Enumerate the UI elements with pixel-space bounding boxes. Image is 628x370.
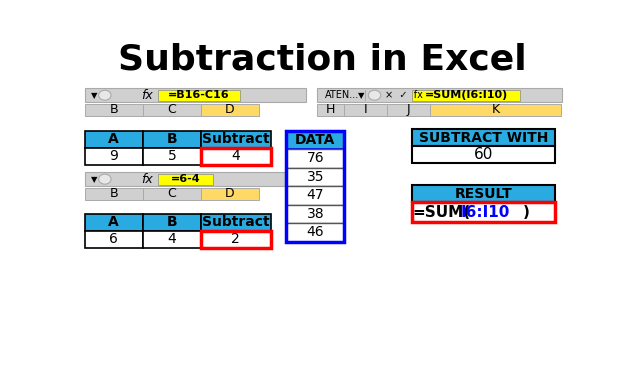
Text: K: K <box>491 103 499 116</box>
Bar <box>286 186 344 205</box>
Text: RESULT: RESULT <box>455 187 512 201</box>
Text: 9: 9 <box>109 149 118 163</box>
Ellipse shape <box>99 90 111 100</box>
Bar <box>317 104 344 116</box>
Bar <box>412 129 555 146</box>
Bar <box>85 131 143 148</box>
Bar <box>365 90 366 101</box>
Text: B: B <box>109 187 118 200</box>
Text: D: D <box>225 187 235 200</box>
Text: B: B <box>109 103 118 116</box>
Text: ▼: ▼ <box>91 175 97 184</box>
Bar <box>158 90 240 101</box>
Text: 60: 60 <box>474 147 493 162</box>
Text: 4: 4 <box>168 232 176 246</box>
Bar <box>412 90 520 101</box>
Text: C: C <box>168 187 176 200</box>
Text: =SUM(I6:I10): =SUM(I6:I10) <box>425 90 507 100</box>
Bar <box>143 148 201 165</box>
Text: ▼: ▼ <box>357 91 364 100</box>
Bar <box>201 104 259 116</box>
Text: B: B <box>166 215 177 229</box>
Text: 35: 35 <box>306 170 324 184</box>
Bar <box>143 231 201 248</box>
Text: SUBTRACT WITH: SUBTRACT WITH <box>419 131 548 145</box>
Text: I6:I10: I6:I10 <box>461 205 510 220</box>
Text: 4: 4 <box>232 149 240 163</box>
Text: Subtract: Subtract <box>202 215 269 229</box>
Text: I: I <box>364 103 367 116</box>
Text: ▼: ▼ <box>91 91 97 100</box>
Bar <box>85 231 143 248</box>
Bar <box>143 104 201 116</box>
Bar <box>286 168 344 186</box>
Text: =6-4: =6-4 <box>171 174 200 184</box>
Text: 5: 5 <box>168 149 176 163</box>
Text: DATA: DATA <box>295 133 335 147</box>
Bar <box>201 148 271 165</box>
Bar <box>286 131 344 149</box>
Text: ATEN...: ATEN... <box>325 90 359 100</box>
Ellipse shape <box>99 174 111 184</box>
Bar <box>412 185 555 202</box>
Text: fx: fx <box>141 173 153 186</box>
Text: Subtract: Subtract <box>202 132 269 146</box>
Bar <box>143 131 201 148</box>
Text: =SUM(: =SUM( <box>412 205 470 220</box>
Bar <box>344 104 387 116</box>
Bar <box>286 149 344 168</box>
Text: A: A <box>109 132 119 146</box>
Text: J: J <box>406 103 410 116</box>
Text: 2: 2 <box>232 232 240 246</box>
Text: C: C <box>168 103 176 116</box>
Text: Subtraction in Excel: Subtraction in Excel <box>117 43 526 77</box>
Bar <box>317 88 562 102</box>
Text: D: D <box>225 103 235 116</box>
Bar <box>201 214 271 231</box>
Bar <box>158 174 212 185</box>
Text: B: B <box>166 132 177 146</box>
Text: ×  ✓  fx: × ✓ fx <box>386 90 423 100</box>
Bar <box>286 131 344 242</box>
Bar <box>430 104 561 116</box>
Bar <box>143 188 201 200</box>
Bar <box>201 231 271 248</box>
Bar <box>387 104 430 116</box>
Bar <box>412 202 555 222</box>
Text: A: A <box>109 215 119 229</box>
Text: ): ) <box>523 205 530 220</box>
Ellipse shape <box>369 90 381 100</box>
Bar <box>85 148 143 165</box>
Bar <box>85 214 143 231</box>
Text: 46: 46 <box>306 225 324 239</box>
Bar <box>85 172 286 186</box>
Bar <box>412 146 555 163</box>
Bar <box>143 214 201 231</box>
Text: 38: 38 <box>306 207 324 221</box>
Text: =B16-C16: =B16-C16 <box>168 90 229 100</box>
Text: 6: 6 <box>109 232 118 246</box>
Bar <box>201 188 259 200</box>
Text: fx: fx <box>141 89 153 102</box>
Bar <box>201 131 271 148</box>
Text: 47: 47 <box>306 188 324 202</box>
Text: H: H <box>326 103 335 116</box>
Bar <box>85 88 306 102</box>
Bar <box>85 188 143 200</box>
Text: 76: 76 <box>306 151 324 165</box>
Bar <box>286 223 344 242</box>
Bar <box>85 104 143 116</box>
Bar <box>286 205 344 223</box>
